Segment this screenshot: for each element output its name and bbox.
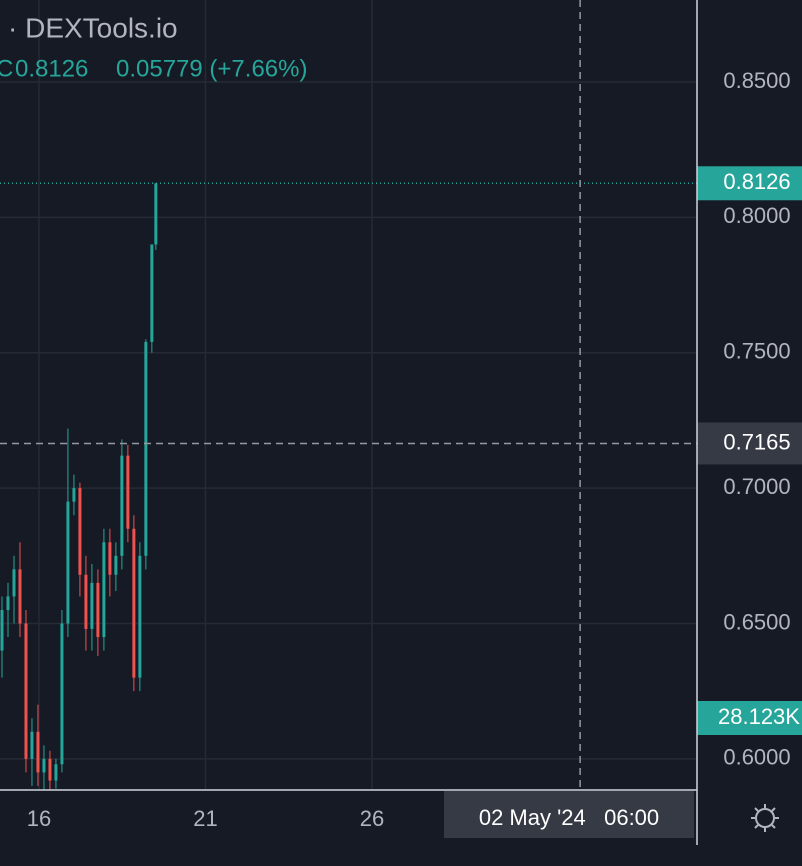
candle-body (114, 555, 118, 575)
volume-label: 28.123K (718, 704, 800, 729)
overlay: 0.8126 0.7165 02 May '24 06:00 28.123K (0, 0, 802, 838)
y-tick-label: 0.6500 (723, 609, 790, 634)
y-tick-label: 0.7500 (723, 339, 790, 364)
crosshair-time-label: 02 May '24 06:00 (479, 805, 659, 830)
candle-body (6, 596, 10, 610)
last-price-tag (697, 166, 802, 201)
x-tick-label: 21 (193, 806, 217, 831)
crosshair-time-tag (444, 791, 694, 838)
candle-body (132, 528, 136, 678)
candle-body (120, 455, 124, 556)
candle-body (48, 758, 52, 781)
candle-body (66, 501, 70, 624)
candle-body (12, 569, 16, 597)
candle-body (30, 731, 34, 759)
candle-body (84, 574, 88, 629)
close-prefix: C (0, 55, 13, 82)
candle-body (154, 183, 158, 245)
last-price-label: 0.8126 (723, 169, 790, 194)
volume-tag-box (697, 701, 802, 735)
source-label: · DEXTools.io (8, 12, 178, 43)
y-tick-label: 0.8000 (723, 203, 790, 228)
candle-body (60, 623, 64, 765)
candle-body (18, 569, 22, 624)
candle-body (78, 488, 82, 575)
y-tick-label: 0.8500 (723, 68, 790, 93)
candle-body (0, 609, 4, 651)
candle-body (54, 764, 58, 781)
y-tick-label: 0.6000 (723, 745, 790, 770)
x-tick-label: 16 (27, 806, 51, 831)
candle-body (96, 582, 100, 638)
candle-body (90, 582, 94, 629)
candle-body (36, 731, 40, 773)
candle-body (108, 542, 112, 575)
candle-body (24, 623, 28, 759)
candles (0, 183, 158, 790)
candle-body (144, 341, 148, 556)
close-value: 0.8126 (15, 55, 88, 82)
crosshair-price-label: 0.7165 (723, 429, 790, 454)
y-tick-label: 0.7000 (723, 474, 790, 499)
crosshair-price-tag (697, 422, 802, 465)
change-value: 0.05779 (+7.66%) (116, 55, 307, 82)
candle-body (126, 455, 130, 529)
x-tick-label: 26 (360, 806, 384, 831)
candle-body (138, 555, 142, 678)
candle-body (42, 758, 46, 773)
grid (0, 0, 697, 790)
candle-body (150, 244, 154, 342)
candle-body (72, 488, 76, 502)
volume-tag: 28.123K (697, 701, 802, 735)
settings-icon[interactable] (751, 804, 779, 832)
candle-body (102, 542, 106, 638)
